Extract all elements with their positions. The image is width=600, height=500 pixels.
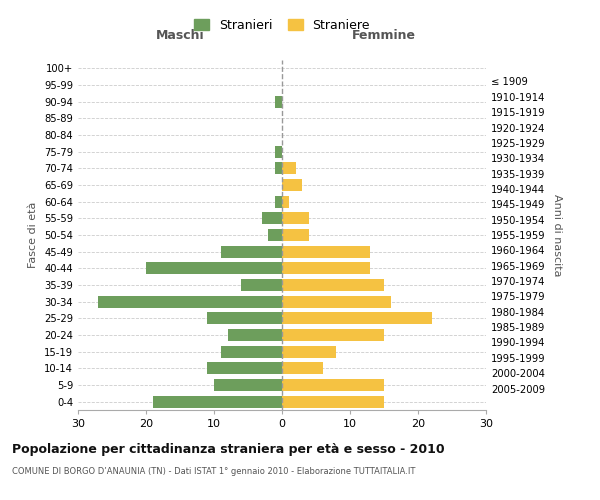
Bar (227, 329, 282, 341)
Bar (241, 279, 282, 291)
Text: Popolazione per cittadinanza straniera per età e sesso - 2010: Popolazione per cittadinanza straniera p… (12, 442, 445, 456)
Bar (146, 262, 282, 274)
Bar (282, 346, 337, 358)
Bar (282, 362, 323, 374)
Bar (207, 312, 282, 324)
Bar (282, 162, 296, 174)
Text: COMUNE DI BORGO D’ANAUNIA (TN) - Dati ISTAT 1° gennaio 2010 - Elaborazione TUTTA: COMUNE DI BORGO D’ANAUNIA (TN) - Dati IS… (12, 468, 415, 476)
Bar (153, 396, 282, 407)
Bar (282, 246, 370, 258)
Bar (214, 379, 282, 391)
Text: Femmine: Femmine (352, 28, 416, 42)
Bar (275, 96, 282, 108)
Bar (282, 379, 384, 391)
Bar (262, 212, 282, 224)
Bar (275, 146, 282, 158)
Bar (282, 212, 309, 224)
Bar (282, 296, 391, 308)
Bar (221, 346, 282, 358)
Bar (207, 362, 282, 374)
Bar (268, 229, 282, 241)
Bar (282, 279, 384, 291)
Bar (282, 229, 309, 241)
Bar (282, 179, 302, 191)
Bar (98, 296, 282, 308)
Y-axis label: Fasce di età: Fasce di età (28, 202, 38, 268)
Bar (282, 196, 289, 207)
Bar (275, 196, 282, 207)
Bar (282, 312, 431, 324)
Y-axis label: Anni di nascita: Anni di nascita (552, 194, 562, 276)
Bar (282, 262, 370, 274)
Bar (275, 162, 282, 174)
Bar (282, 329, 384, 341)
Legend: Stranieri, Straniere: Stranieri, Straniere (189, 14, 375, 37)
Bar (282, 396, 384, 407)
Text: Maschi: Maschi (155, 28, 205, 42)
Bar (221, 246, 282, 258)
